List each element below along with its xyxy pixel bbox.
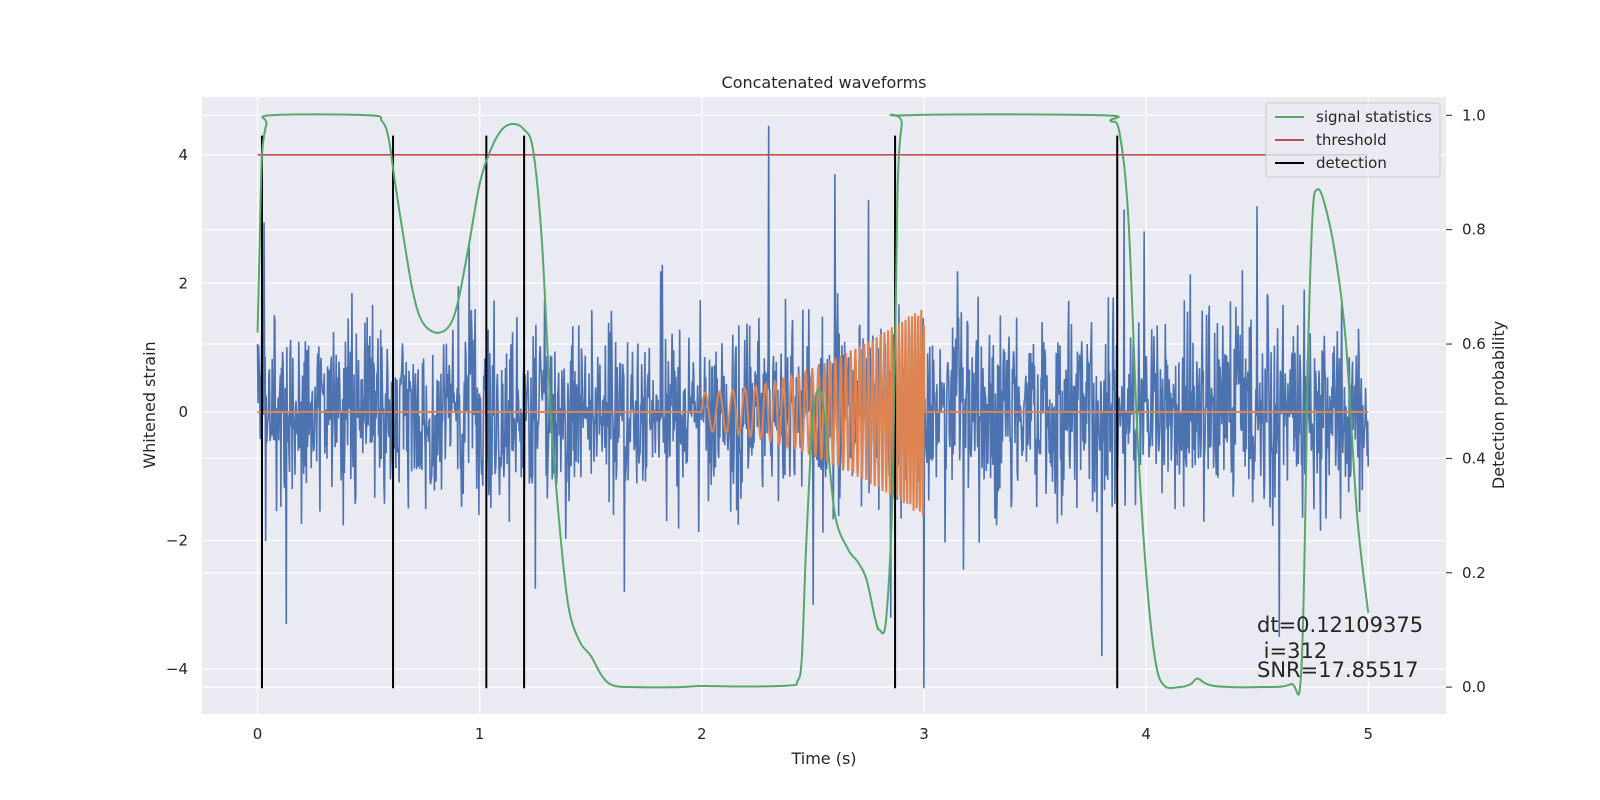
y-axis-label: Whitened strain <box>140 341 159 468</box>
x-tick-label: 2 <box>697 725 707 743</box>
y2-tick-label: 0.8 <box>1462 221 1486 239</box>
legend: signal statistics threshold detection <box>1265 102 1441 178</box>
legend-label-detection: detection <box>1316 154 1387 172</box>
series-signal-statistics <box>256 113 1370 696</box>
annotation-dt: dt=0.12109375 <box>1257 613 1423 637</box>
x-tick-label: 1 <box>475 725 485 743</box>
y2-tick-label: 0.0 <box>1462 678 1486 696</box>
legend-label-signal-statistics: signal statistics <box>1316 108 1432 126</box>
y2-tick-label: 0.4 <box>1462 449 1486 467</box>
x-axis-label: Time (s) <box>790 749 856 768</box>
axes: 0 1 2 3 4 5 −4 −2 0 2 4 0.0 0.2 0.4 0.6 0.8 1.0 <box>166 106 1486 743</box>
x-tick-label: 4 <box>1141 725 1151 743</box>
y-tick-label: −2 <box>166 531 188 549</box>
x-tick-label: 5 <box>1363 725 1373 743</box>
annotation-i: i=312 <box>1257 639 1327 663</box>
annotation-snr: SNR=17.85517 <box>1257 658 1418 682</box>
y2-tick-label: 1.0 <box>1462 106 1486 124</box>
x-tick-label: 3 <box>919 725 929 743</box>
y-tick-label: 0 <box>178 403 188 421</box>
series-injected <box>257 309 1369 516</box>
y-tick-label: 4 <box>178 146 188 164</box>
plot-area <box>256 113 1370 696</box>
y2-tick-label: 0.6 <box>1462 335 1486 353</box>
chart-title: Concatenated waveforms <box>722 73 927 92</box>
x-tick-label: 0 <box>253 725 263 743</box>
y2-axis-label: Detection probability <box>1489 321 1508 489</box>
y2-tick-label: 0.2 <box>1462 564 1486 582</box>
y-tick-label: −4 <box>166 660 188 678</box>
y-tick-label: 2 <box>178 274 188 292</box>
legend-label-threshold: threshold <box>1316 131 1387 149</box>
